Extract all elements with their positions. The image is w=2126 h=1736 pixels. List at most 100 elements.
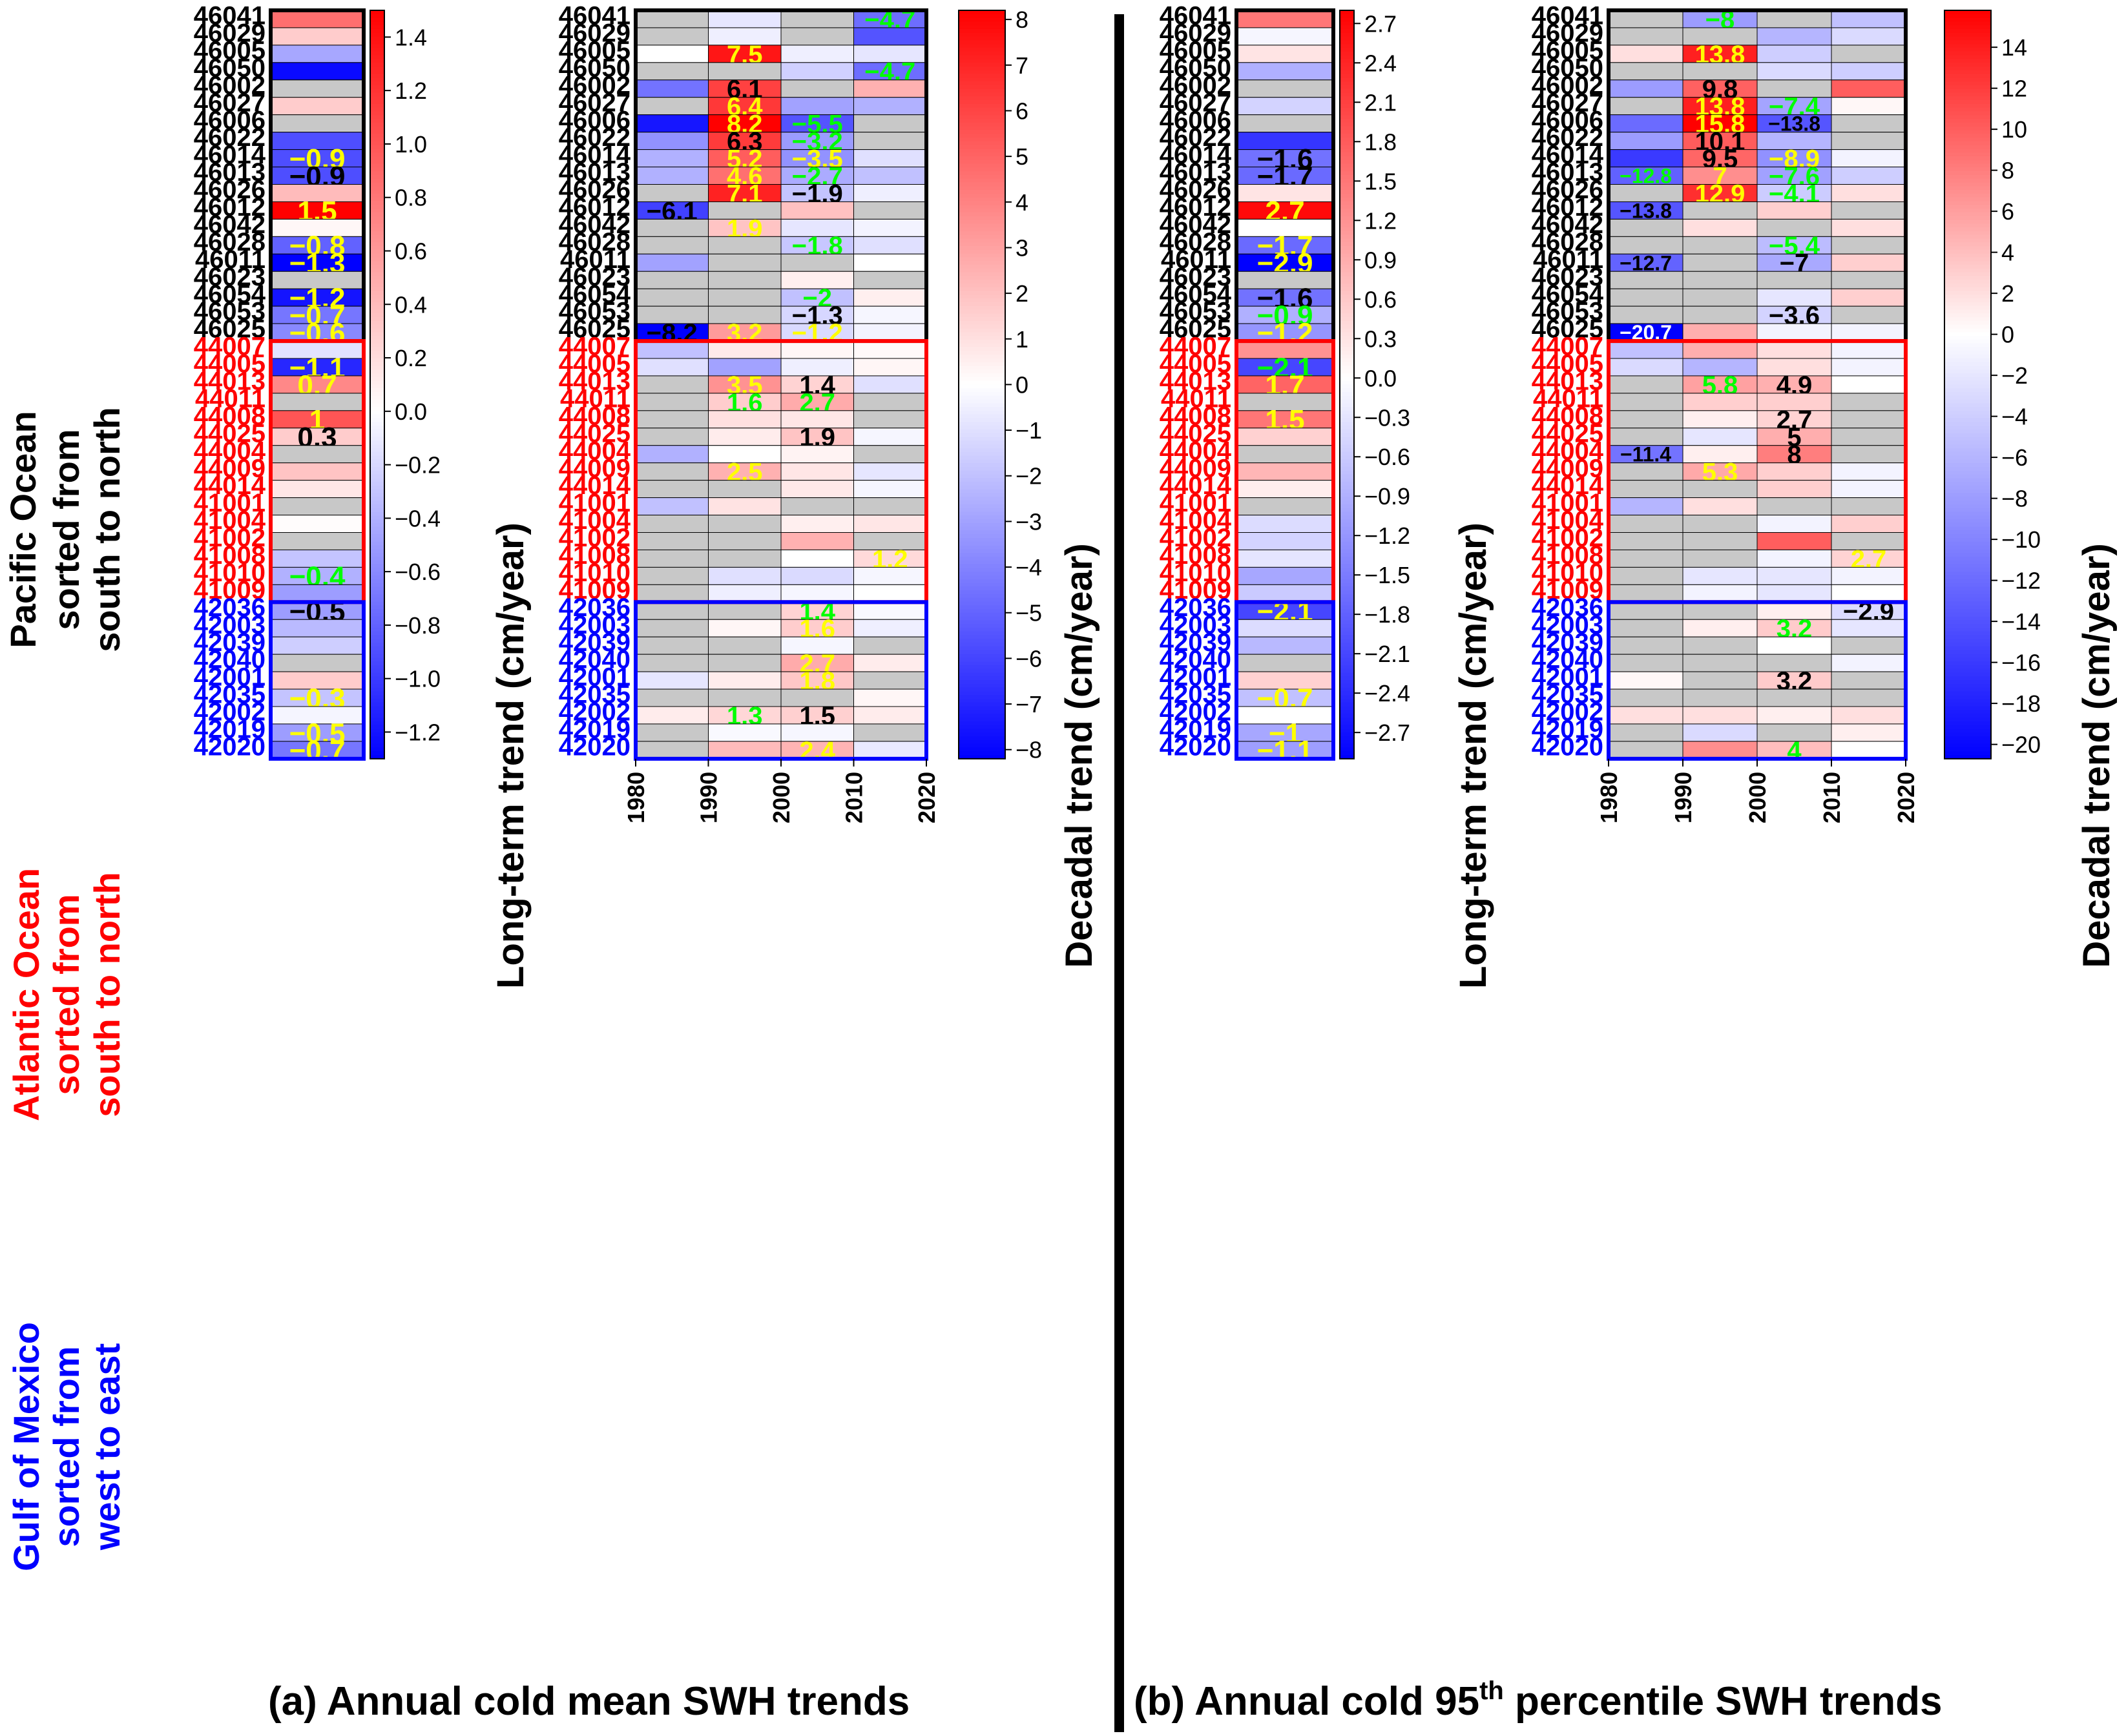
- decadal-cell: [1831, 358, 1906, 377]
- decadal-cell: [708, 10, 782, 28]
- colorbar-segment-longterm: [1340, 373, 1354, 378]
- panel-b-caption-tail: percentile SWH trends: [1504, 1679, 1943, 1724]
- decadal-cell: [708, 410, 782, 429]
- longterm-cell: [270, 79, 364, 98]
- colorbar-segment-decadal: [959, 572, 1005, 576]
- colorbar-segment-decadal: [1944, 138, 1991, 142]
- colorbar-segment-longterm: [370, 21, 384, 26]
- station-label-decadal: 44008: [1532, 402, 1603, 430]
- colorbar-segment-longterm: [370, 51, 384, 56]
- colorbar-segment-decadal: [959, 347, 1005, 351]
- colorbar-segment-longterm: [1340, 410, 1354, 415]
- colorbar-segment-decadal: [1944, 152, 1991, 157]
- colorbar-segment-decadal: [1944, 609, 1991, 614]
- station-label-decadal: 46027: [1532, 88, 1603, 117]
- colorbar-segment-decadal: [959, 74, 1005, 78]
- cell-value-label-decadal: −13.8: [1768, 112, 1820, 136]
- colorbar-tick-label-decadal: 8: [2001, 158, 2014, 184]
- colorbar-segment-decadal: [959, 501, 1005, 505]
- colorbar-segment-decadal: [959, 257, 1005, 262]
- colorbar-segment-decadal: [959, 628, 1005, 632]
- colorbar-segment-longterm: [370, 96, 384, 101]
- panel-b-decadal-axis-label: Decadal trend (cm/year): [2076, 543, 2118, 968]
- decadal-cell: [708, 515, 782, 533]
- decadal-cell: [1608, 201, 1683, 220]
- colorbar-segment-decadal: [1944, 253, 1991, 258]
- colorbar-segment-longterm: [1340, 88, 1354, 94]
- colorbar-segment-longterm: [370, 111, 384, 116]
- colorbar-segment-decadal: [1944, 149, 1991, 153]
- longterm-cell: [1236, 184, 1334, 202]
- station-label-longterm: 46025: [194, 315, 266, 344]
- colorbar-segment-longterm: [1340, 564, 1354, 568]
- decadal-cell: [1608, 393, 1683, 411]
- decadal-cell: [1608, 688, 1683, 707]
- colorbar-segment-longterm: [370, 616, 384, 621]
- colorbar-segment-longterm: [370, 103, 384, 108]
- station-label-decadal: 42019: [1532, 716, 1603, 744]
- colorbar-segment-decadal: [1944, 732, 1991, 737]
- colorbar-segment-longterm: [370, 470, 384, 475]
- colorbar-segment-decadal: [959, 474, 1005, 479]
- station-label-decadal: 46011: [560, 245, 631, 274]
- colorbar-segment-longterm: [1340, 265, 1354, 269]
- colorbar-segment-decadal: [959, 714, 1005, 718]
- colorbar-segment-decadal: [1944, 668, 1991, 674]
- station-label-decadal: 41010: [559, 559, 631, 587]
- longterm-cell: [1236, 428, 1334, 446]
- colorbar-segment-longterm: [370, 482, 384, 486]
- station-label-decadal: 46054: [559, 280, 631, 309]
- colorbar-segment-longterm: [1340, 21, 1354, 26]
- decadal-cell: [1608, 218, 1683, 237]
- atlantic-label-line1: Atlantic Ocean: [6, 868, 47, 1121]
- colorbar-tick-label-longterm: 2.4: [1364, 50, 1397, 76]
- decadal-cell: [1756, 497, 1832, 516]
- colorbar-segment-decadal: [1944, 212, 1991, 217]
- colorbar-segment-longterm: [1340, 28, 1354, 34]
- decadal-cell: [1756, 480, 1832, 499]
- colorbar-segment-longterm: [1340, 414, 1354, 419]
- colorbar-segment-longterm: [370, 209, 384, 213]
- colorbar-segment-decadal: [1944, 429, 1991, 434]
- station-label-longterm: 46050: [1160, 54, 1231, 82]
- decadal-cell: [635, 184, 709, 202]
- colorbar-segment-decadal: [959, 620, 1005, 625]
- decadal-cell: [1831, 688, 1906, 707]
- colorbar-segment-longterm: [1340, 706, 1354, 711]
- colorbar-segment-decadal: [959, 418, 1005, 422]
- colorbar-segment-longterm: [370, 549, 384, 553]
- colorbar-segment-longterm: [370, 466, 384, 471]
- colorbar-segment-decadal: [959, 526, 1005, 532]
- colorbar-tick-label-decadal: 5: [1016, 143, 1028, 170]
- colorbar-segment-longterm: [1340, 699, 1354, 703]
- colorbar-segment-decadal: [959, 163, 1005, 168]
- colorbar-segment-longterm: [1340, 489, 1354, 494]
- colorbar-segment-decadal: [959, 665, 1005, 670]
- decadal-cell: [708, 340, 782, 359]
- station-label-longterm: 44025: [194, 419, 266, 448]
- colorbar-segment-decadal: [959, 231, 1005, 236]
- station-label-longterm: 46054: [194, 280, 266, 309]
- colorbar-tick-label-decadal: −12: [2001, 568, 2041, 594]
- station-label-longterm: 41009: [1160, 576, 1231, 604]
- colorbar-segment-decadal: [1944, 294, 1991, 299]
- decadal-cell: [853, 566, 927, 585]
- decadal-cell: [1756, 688, 1832, 707]
- colorbar-segment-longterm: [1340, 362, 1354, 367]
- colorbar-tick-label-longterm: −2.7: [1364, 719, 1410, 746]
- decadal-cell: [1756, 323, 1832, 342]
- colorbar-segment-longterm: [370, 163, 384, 168]
- station-label-longterm: 42019: [1160, 716, 1231, 744]
- colorbar-segment-longterm: [1340, 426, 1354, 430]
- colorbar-segment-decadal: [1944, 433, 1991, 438]
- longterm-cell: [1236, 566, 1334, 585]
- longterm-cell: [1236, 305, 1334, 324]
- colorbar-segment-decadal: [959, 51, 1005, 56]
- longterm-cell: [270, 271, 364, 289]
- colorbar-segment-longterm: [370, 392, 384, 397]
- panel-b-caption-main: (b) Annual cold 95: [1134, 1679, 1479, 1724]
- decadal-cell: [635, 167, 709, 185]
- colorbar-segment-decadal: [1944, 257, 1991, 262]
- colorbar-tick-label-decadal: 1: [1016, 326, 1028, 353]
- colorbar-segment-decadal: [959, 249, 1005, 254]
